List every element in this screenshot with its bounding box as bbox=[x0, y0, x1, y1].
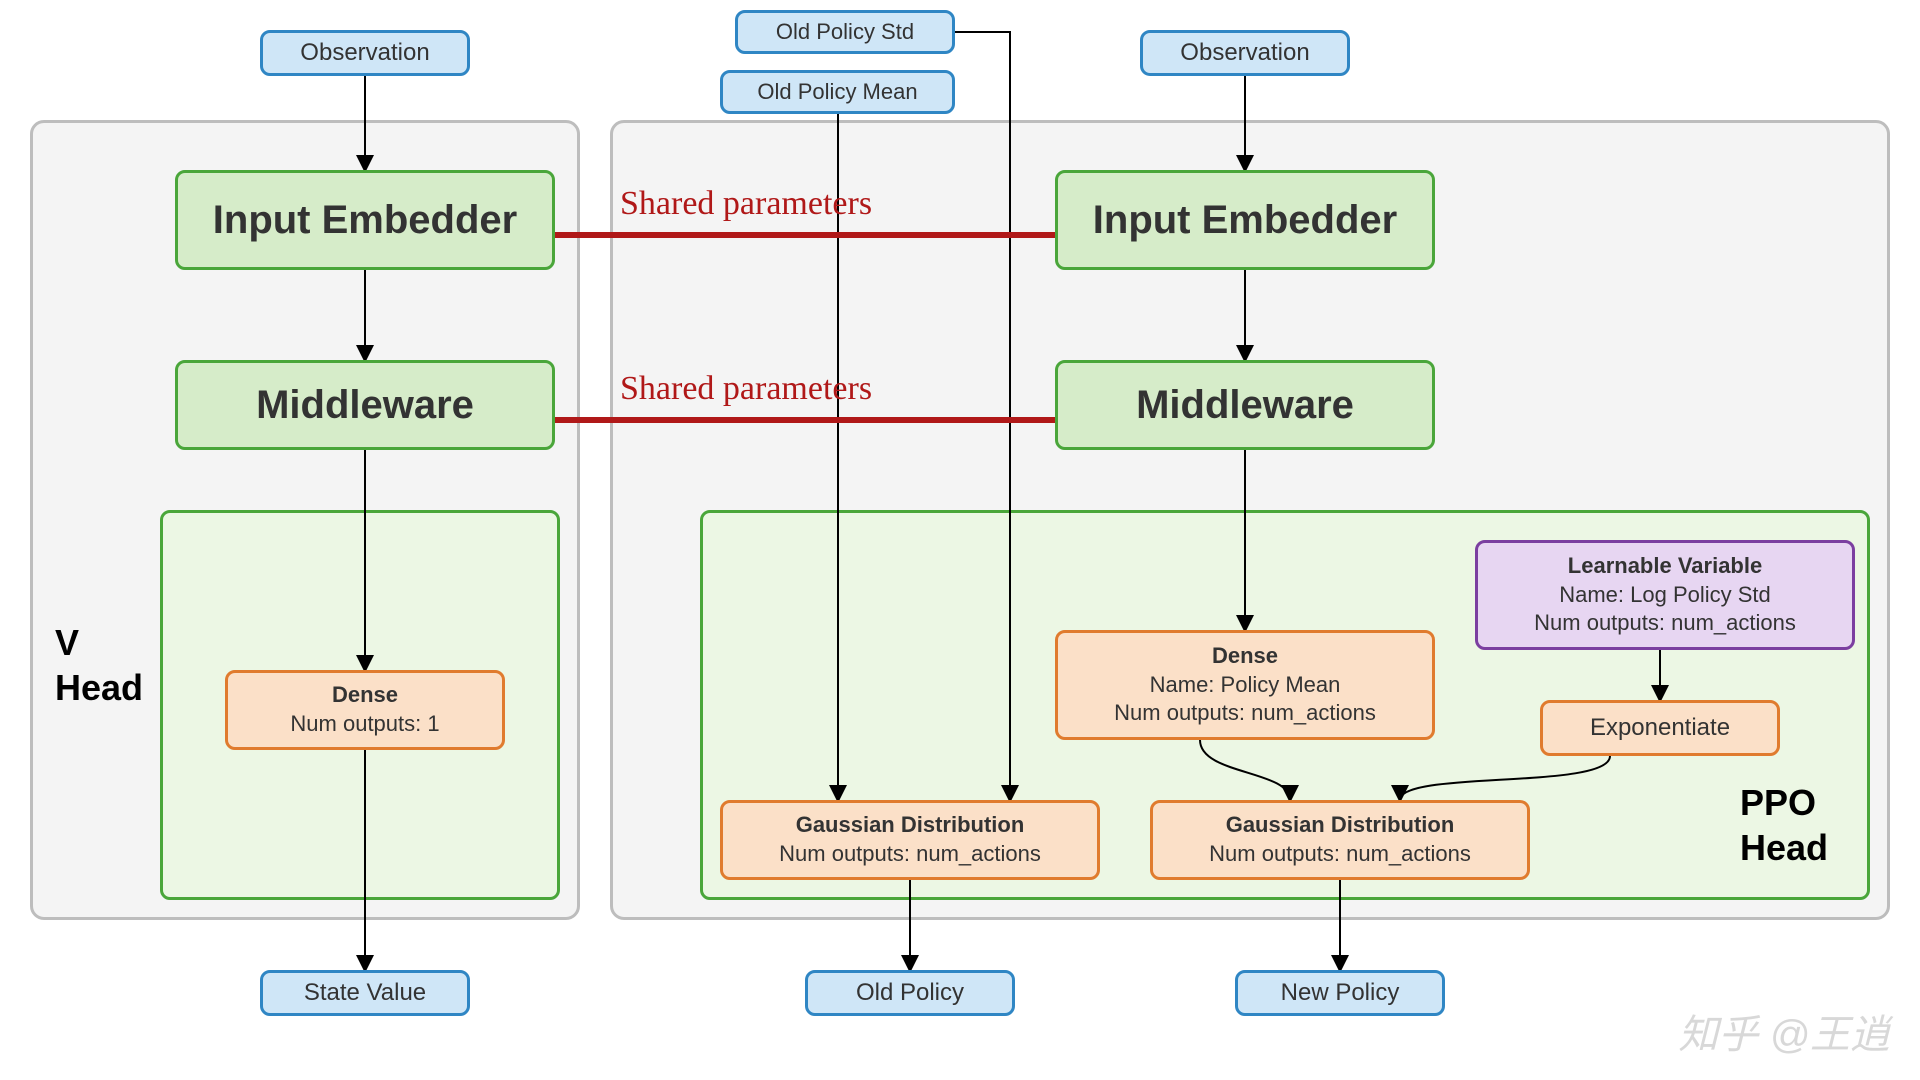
node-gauss_old: Gaussian DistributionNum outputs: num_ac… bbox=[720, 800, 1100, 880]
label-vhead_label: V Head bbox=[55, 620, 143, 710]
node-gauss_new-line-0: Gaussian Distribution bbox=[1226, 811, 1455, 840]
label-ppo_label: PPO Head bbox=[1740, 780, 1828, 870]
node-old_policy: Old Policy bbox=[805, 970, 1015, 1016]
node-dense_pm: DenseName: Policy MeanNum outputs: num_a… bbox=[1055, 630, 1435, 740]
diagram-canvas: 知乎 @王逍 V Head PPO Head Observation Observat… bbox=[0, 0, 1920, 1080]
node-mid_l: Middleware bbox=[175, 360, 555, 450]
node-dense_pm-line-1: Name: Policy Mean bbox=[1150, 671, 1341, 700]
node-obs_l: Observation bbox=[260, 30, 470, 76]
node-state_value: State Value bbox=[260, 970, 470, 1016]
node-learnable: Learnable VariableName: Log Policy StdNu… bbox=[1475, 540, 1855, 650]
shared-label-sh2: Shared parameters bbox=[620, 370, 872, 408]
node-emb_l: Input Embedder bbox=[175, 170, 555, 270]
node-mid_r: Middleware bbox=[1055, 360, 1435, 450]
node-dense_v-line-1: Num outputs: 1 bbox=[290, 710, 439, 739]
node-obs_r: Observation bbox=[1140, 30, 1350, 76]
node-new_policy: New Policy bbox=[1235, 970, 1445, 1016]
shared-label-sh1: Shared parameters bbox=[620, 185, 872, 223]
node-learnable-line-1: Name: Log Policy Std bbox=[1559, 581, 1771, 610]
node-gauss_old-line-0: Gaussian Distribution bbox=[796, 811, 1025, 840]
node-dense_pm-line-2: Num outputs: num_actions bbox=[1114, 699, 1376, 728]
node-dense_pm-line-0: Dense bbox=[1212, 642, 1278, 671]
node-learnable-line-0: Learnable Variable bbox=[1568, 552, 1762, 581]
node-emb_r: Input Embedder bbox=[1055, 170, 1435, 270]
node-gauss_old-line-1: Num outputs: num_actions bbox=[779, 840, 1041, 869]
node-dense_v-line-0: Dense bbox=[332, 681, 398, 710]
node-gauss_new-line-1: Num outputs: num_actions bbox=[1209, 840, 1471, 869]
node-learnable-line-2: Num outputs: num_actions bbox=[1534, 609, 1796, 638]
node-old_mean: Old Policy Mean bbox=[720, 70, 955, 114]
node-expon: Exponentiate bbox=[1540, 700, 1780, 756]
watermark: 知乎 @王逍 bbox=[1678, 1002, 1890, 1060]
node-old_std: Old Policy Std bbox=[735, 10, 955, 54]
node-gauss_new: Gaussian DistributionNum outputs: num_ac… bbox=[1150, 800, 1530, 880]
node-dense_v: DenseNum outputs: 1 bbox=[225, 670, 505, 750]
